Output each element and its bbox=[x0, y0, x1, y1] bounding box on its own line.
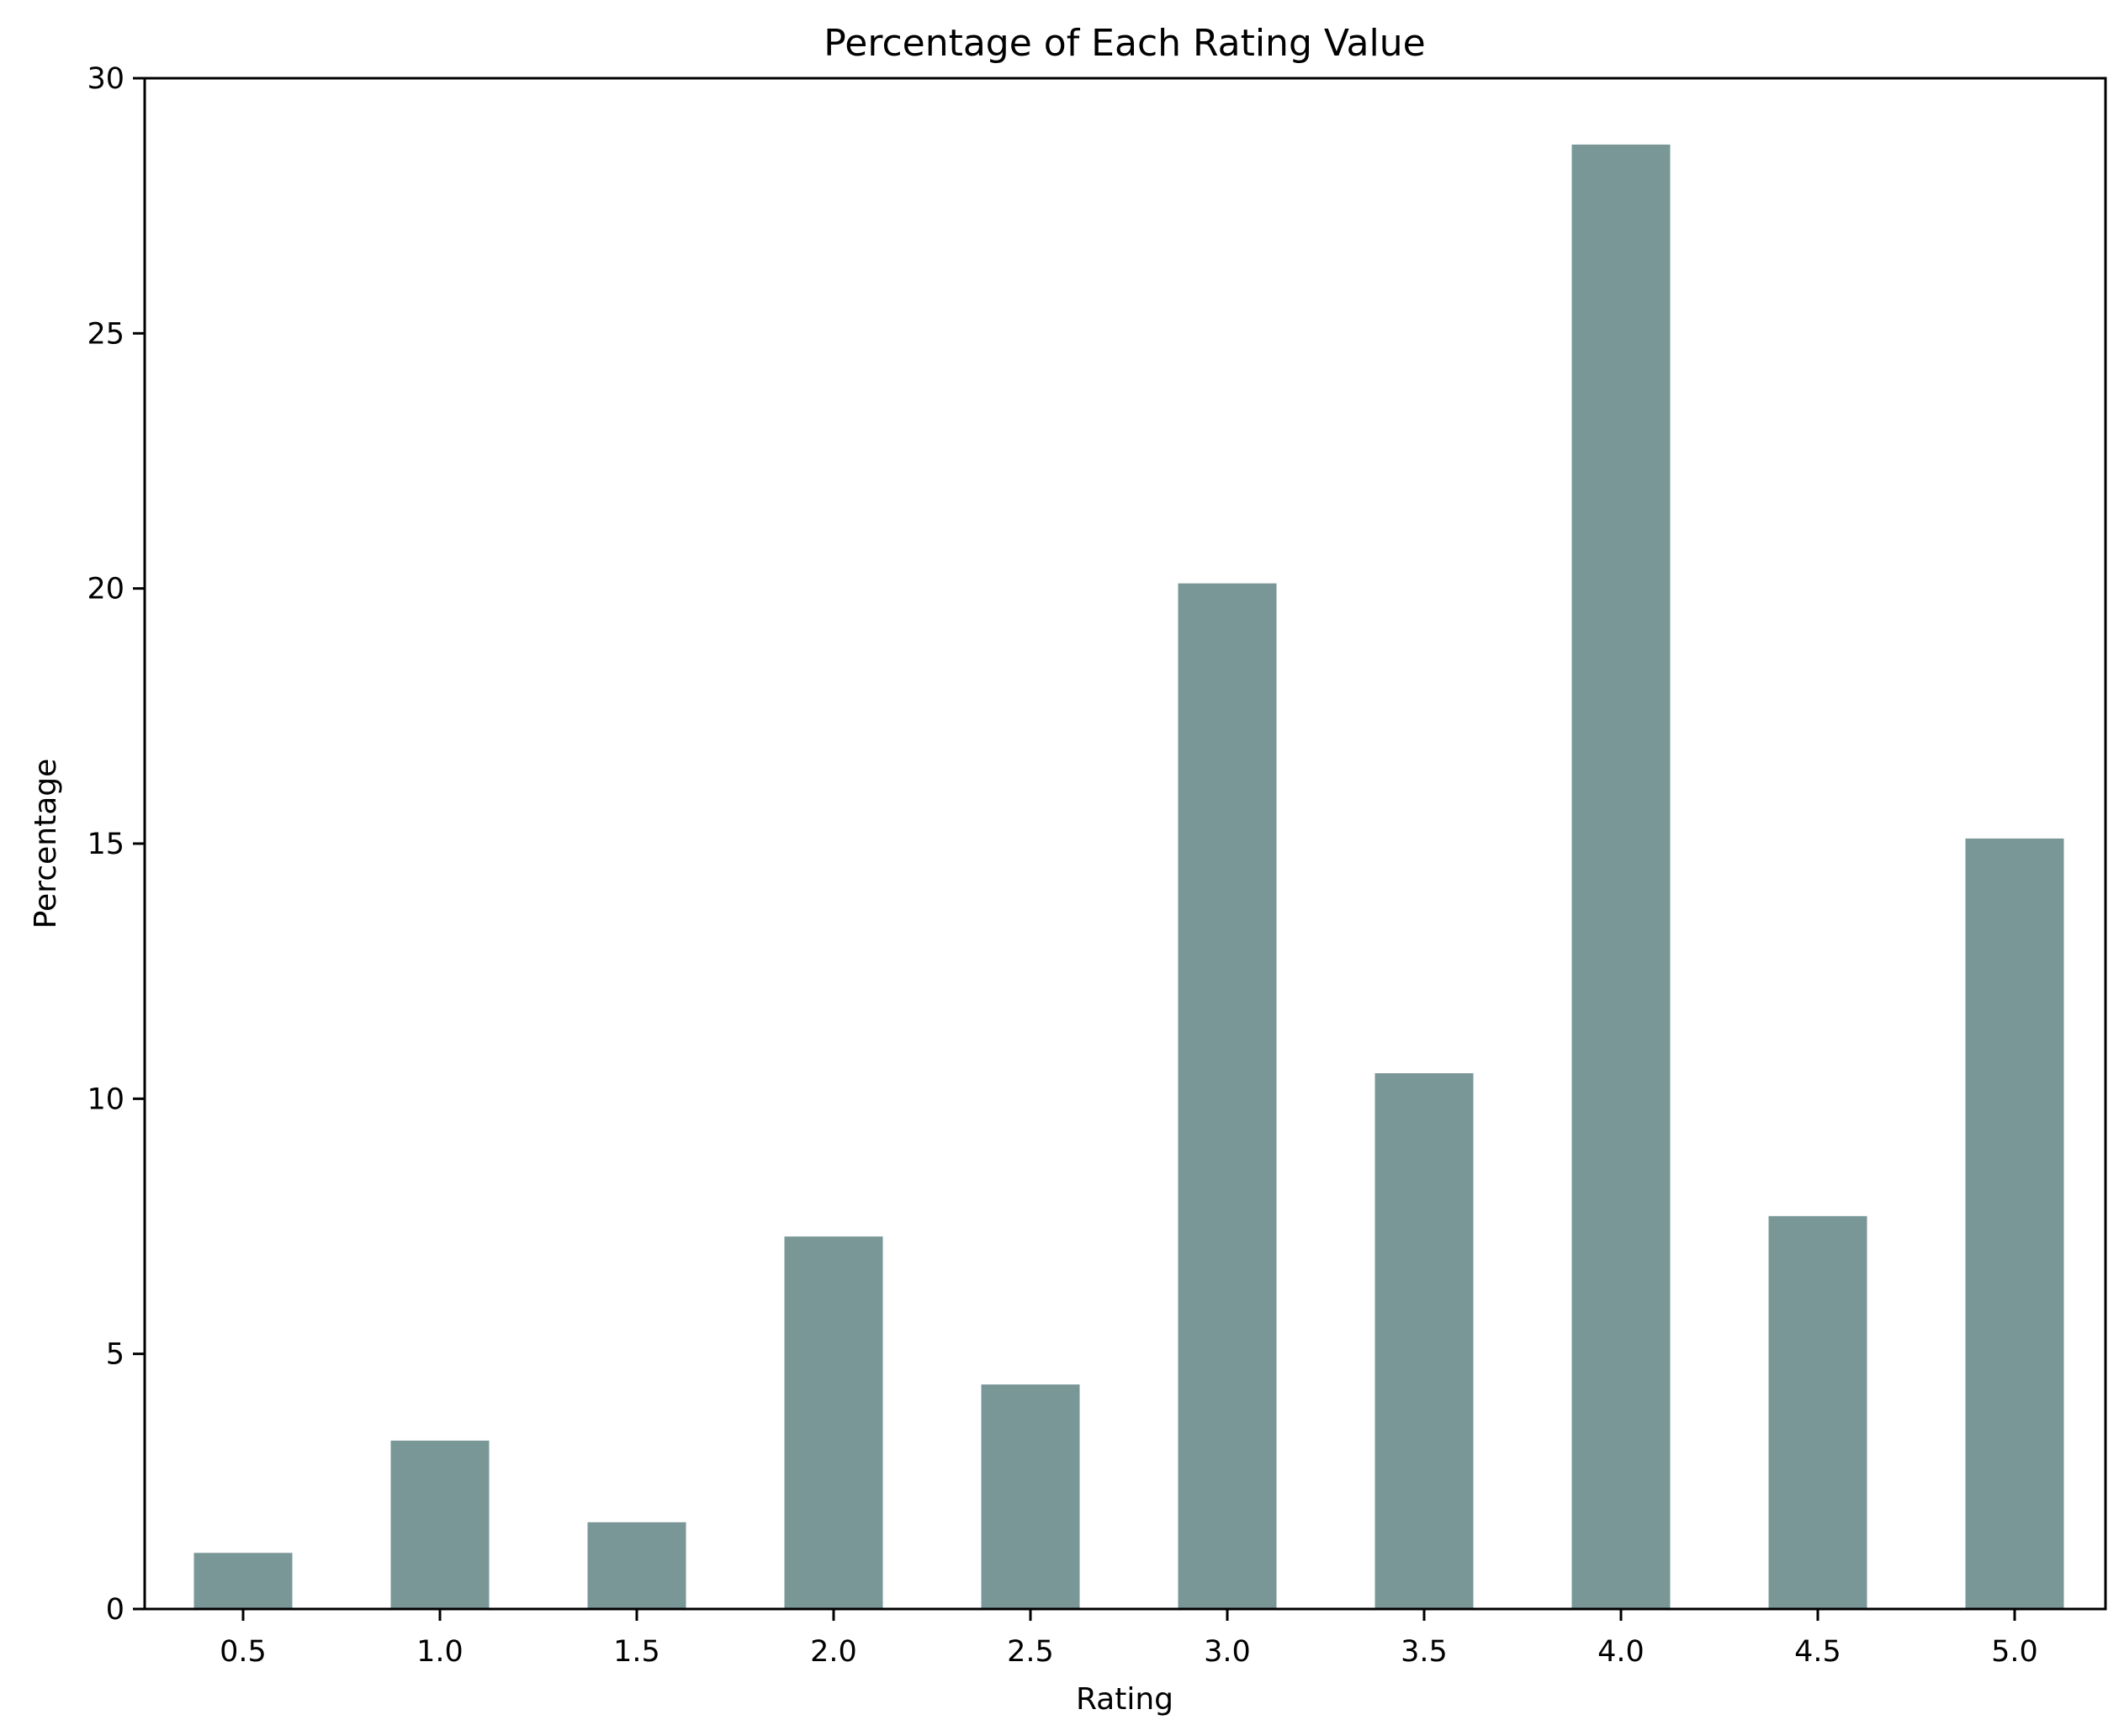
y-tick-label: 30 bbox=[87, 62, 124, 96]
bar-1.5 bbox=[587, 1522, 686, 1609]
x-tick-label: 0.5 bbox=[220, 1635, 267, 1669]
y-tick-label: 5 bbox=[106, 1338, 124, 1372]
x-tick-label: 2.0 bbox=[810, 1635, 857, 1669]
bar-1.0 bbox=[390, 1440, 490, 1609]
x-tick-label: 1.0 bbox=[416, 1635, 463, 1669]
chart-title: Percentage of Each Rating Value bbox=[824, 22, 1425, 65]
x-tick-label: 5.0 bbox=[1991, 1635, 2038, 1669]
bar-0.5 bbox=[193, 1553, 293, 1609]
x-tick-label: 3.0 bbox=[1204, 1635, 1251, 1669]
y-axis-ticks: 0 5 10 15 20 25 30 bbox=[87, 62, 145, 1627]
y-axis-label: Percentage bbox=[29, 759, 63, 929]
bar-4.0 bbox=[1571, 144, 1671, 1609]
x-tick-label: 4.5 bbox=[1794, 1635, 1841, 1669]
x-tick-label: 2.5 bbox=[1007, 1635, 1054, 1669]
bar-5.0 bbox=[1965, 838, 2064, 1609]
bar-3.0 bbox=[1178, 583, 1277, 1609]
bars-group bbox=[193, 144, 2064, 1609]
x-axis-ticks: 0.5 1.0 1.5 2.0 2.5 3.0 3.5 4.0 4.5 5.0 bbox=[220, 1609, 2038, 1669]
y-tick-label: 20 bbox=[87, 573, 124, 606]
y-tick-label: 0 bbox=[106, 1593, 124, 1627]
x-axis-label: Rating bbox=[1076, 1682, 1173, 1717]
y-tick-label: 10 bbox=[87, 1082, 124, 1116]
bar-4.5 bbox=[1768, 1215, 1867, 1609]
y-tick-label: 15 bbox=[87, 828, 124, 861]
bar-3.5 bbox=[1375, 1073, 1474, 1609]
y-tick-label: 25 bbox=[87, 317, 124, 351]
bar-2.0 bbox=[784, 1236, 883, 1609]
bar-2.5 bbox=[981, 1384, 1080, 1609]
x-tick-label: 4.0 bbox=[1597, 1635, 1645, 1669]
plot-frame bbox=[143, 77, 2107, 1611]
x-tick-label: 1.5 bbox=[613, 1635, 660, 1669]
x-tick-label: 3.5 bbox=[1401, 1635, 1448, 1669]
